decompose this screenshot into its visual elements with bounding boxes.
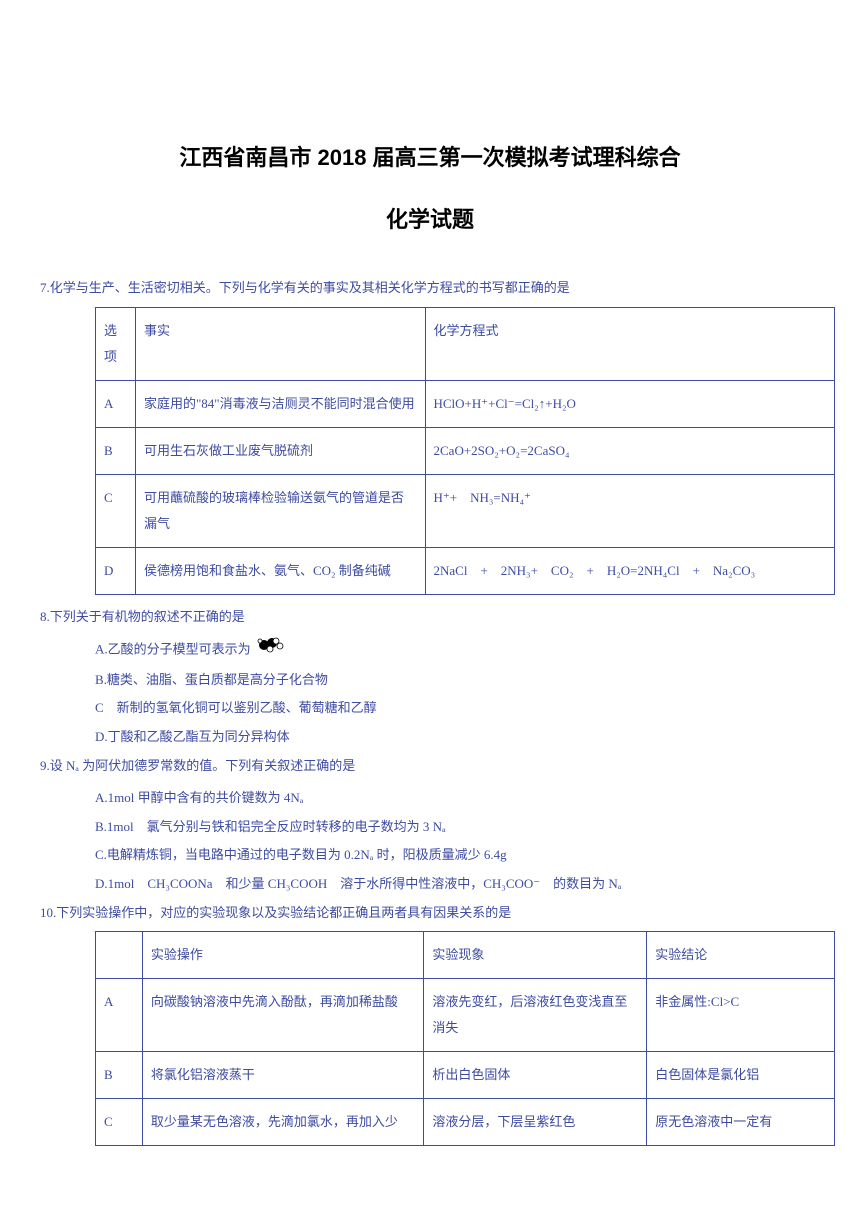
fact-cell: 侯德榜用饱和食盐水、氨气、CO₂ 制备纯碱 [135, 547, 425, 594]
phenomenon-cell: 溶液分层，下层呈紫红色 [424, 1099, 647, 1146]
table-row: C 取少量某无色溶液，先滴加氯水，再加入少 溶液分层，下层呈紫红色 原无色溶液中… [96, 1099, 835, 1146]
option-cell: C [96, 1099, 143, 1146]
conclusion-cell: 白色固体是氯化铝 [647, 1052, 835, 1099]
q7-stem: 7.化学与生产、生活密切相关。下列与化学有关的事实及其相关化学方程式的书写都正确… [40, 274, 820, 303]
q9-stem: 9.设 Nₐ 为阿伏加德罗常数的值。下列有关叙述正确的是 [40, 752, 820, 781]
table-row: B 将氯化铝溶液蒸干 析出白色固体 白色固体是氯化铝 [96, 1052, 835, 1099]
header-cell: 实验结论 [647, 932, 835, 979]
q9-option-c: C.电解精炼铜，当电路中通过的电子数目为 0.2Nₐ 时，阳极质量减少 6.4g [95, 841, 820, 870]
q8-option-a: A.乙酸的分子模型可表示为 [95, 635, 820, 666]
header-cell: 实验操作 [142, 932, 424, 979]
q8-a-text: A.乙酸的分子模型可表示为 [95, 641, 251, 656]
fact-cell: 可用蘸硫酸的玻璃棒检验输送氨气的管道是否漏气 [135, 474, 425, 547]
conclusion-cell: 非金属性:Cl>C [647, 979, 835, 1052]
option-cell: B [96, 427, 136, 474]
table-row: A 家庭用的"84"消毒液与洁厕灵不能同时混合使用 HClO+H⁺+Cl⁻=Cl… [96, 380, 835, 427]
phenomenon-cell: 析出白色固体 [424, 1052, 647, 1099]
header-cell: 选项 [96, 307, 136, 380]
table-row: D 侯德榜用饱和食盐水、氨气、CO₂ 制备纯碱 2NaCl + 2NH₃+ CO… [96, 547, 835, 594]
q9-option-b: B.1mol 氯气分别与铁和铝完全反应时转移的电子数均为 3 Nₐ [95, 813, 820, 842]
header-cell: 实验现象 [424, 932, 647, 979]
table-row: B 可用生石灰做工业废气脱硫剂 2CaO+2SO₂+O₂=2CaSO₄ [96, 427, 835, 474]
option-cell: D [96, 547, 136, 594]
title-sub: 化学试题 [40, 202, 820, 234]
q8-option-b: B.糖类、油脂、蛋白质都是高分子化合物 [95, 666, 820, 695]
equation-cell: 2NaCl + 2NH₃+ CO₂ + H₂O=2NH₄Cl + Na₂CO₃ [425, 547, 835, 594]
table-row: C 可用蘸硫酸的玻璃棒检验输送氨气的管道是否漏气 H⁺+ NH₃=NH₄⁺ [96, 474, 835, 547]
q8-option-d: D.丁酸和乙酸乙酯互为同分异构体 [95, 723, 820, 752]
molecule-icon [256, 635, 286, 666]
q8-stem: 8.下列关于有机物的叙述不正确的是 [40, 603, 820, 632]
fact-cell: 家庭用的"84"消毒液与洁厕灵不能同时混合使用 [135, 380, 425, 427]
table-row: 实验操作 实验现象 实验结论 [96, 932, 835, 979]
title-main: 江西省南昌市 2018 届高三第一次模拟考试理科综合 [40, 140, 820, 172]
operation-cell: 向碳酸钠溶液中先滴入酚酞，再滴加稀盐酸 [142, 979, 424, 1052]
equation-cell: HClO+H⁺+Cl⁻=Cl₂↑+H₂O [425, 380, 835, 427]
option-cell: A [96, 380, 136, 427]
equation-cell: H⁺+ NH₃=NH₄⁺ [425, 474, 835, 547]
q10-stem: 10.下列实验操作中，对应的实验现象以及实验结论都正确且两者具有因果关系的是 [40, 899, 820, 928]
header-cell: 化学方程式 [425, 307, 835, 380]
q8-option-c: C 新制的氢氧化铜可以鉴别乙酸、葡萄糖和乙醇 [95, 694, 820, 723]
q9-option-a: A.1mol 甲醇中含有的共价键数为 4Nₐ [95, 784, 820, 813]
phenomenon-cell: 溶液先变红，后溶液红色变浅直至消失 [424, 979, 647, 1052]
option-cell: A [96, 979, 143, 1052]
option-cell: C [96, 474, 136, 547]
q9-option-d: D.1mol CH₃COONa 和少量 CH₃COOH 溶于水所得中性溶液中，C… [95, 870, 820, 899]
table-row: 选项 事实 化学方程式 [96, 307, 835, 380]
header-cell [96, 932, 143, 979]
equation-cell: 2CaO+2SO₂+O₂=2CaSO₄ [425, 427, 835, 474]
q10-table: 实验操作 实验现象 实验结论 A 向碳酸钠溶液中先滴入酚酞，再滴加稀盐酸 溶液先… [95, 931, 835, 1146]
conclusion-cell: 原无色溶液中一定有 [647, 1099, 835, 1146]
fact-cell: 可用生石灰做工业废气脱硫剂 [135, 427, 425, 474]
option-cell: B [96, 1052, 143, 1099]
table-row: A 向碳酸钠溶液中先滴入酚酞，再滴加稀盐酸 溶液先变红，后溶液红色变浅直至消失 … [96, 979, 835, 1052]
q7-table: 选项 事实 化学方程式 A 家庭用的"84"消毒液与洁厕灵不能同时混合使用 HC… [95, 307, 835, 595]
operation-cell: 将氯化铝溶液蒸干 [142, 1052, 424, 1099]
operation-cell: 取少量某无色溶液，先滴加氯水，再加入少 [142, 1099, 424, 1146]
header-cell: 事实 [135, 307, 425, 380]
